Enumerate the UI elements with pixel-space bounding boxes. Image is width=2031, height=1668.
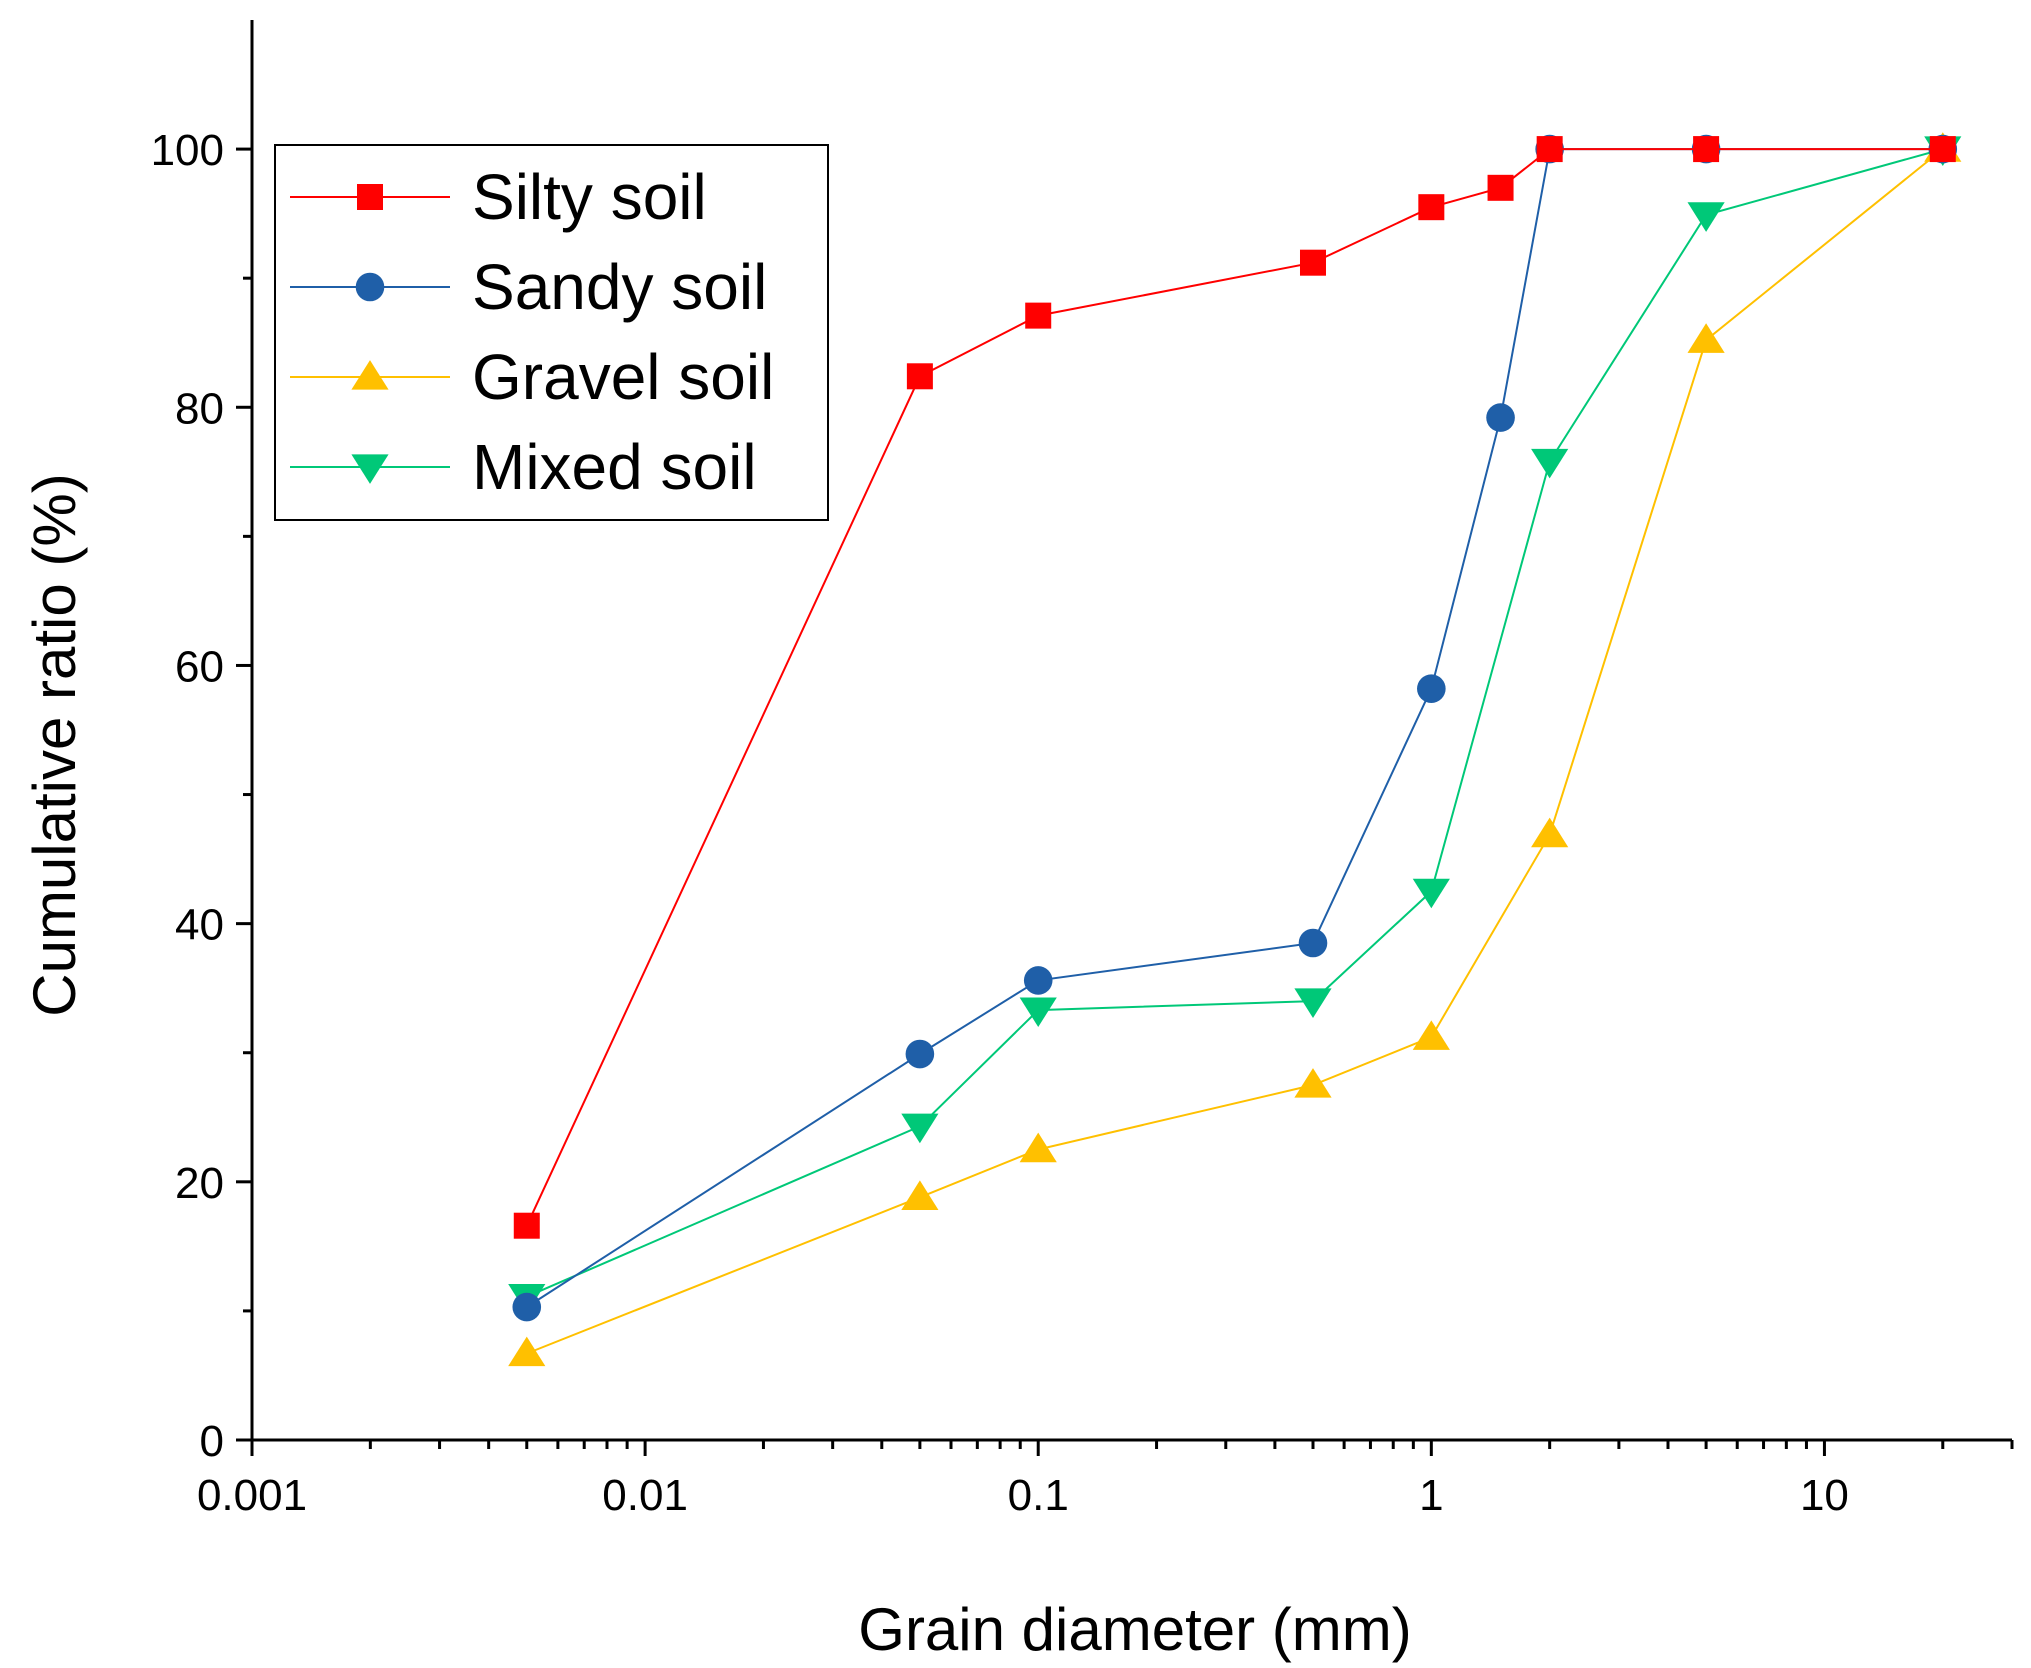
data-point (1025, 302, 1052, 329)
data-point (1298, 928, 1328, 958)
axes: 0 20 40 60 80 100 0.001 0.01 0.1 1 10 (151, 20, 2014, 1520)
legend-label: Mixed soil (472, 431, 757, 503)
series-line (526, 148, 1944, 1355)
legend-label: Silty soil (472, 161, 707, 233)
y-tick-label: 0 (200, 1417, 224, 1466)
x-tick-label: 0.1 (1008, 1471, 1069, 1520)
data-point (508, 1336, 546, 1367)
data-point (901, 1180, 939, 1210)
data-point (512, 1292, 542, 1322)
legend-marker (355, 272, 385, 302)
data-point (1929, 136, 1956, 163)
y-axis-title: Cumulative ratio (%) (21, 473, 88, 1017)
data-point (906, 363, 933, 390)
x-tick-label: 0.001 (197, 1471, 307, 1520)
legend-marker (351, 454, 389, 484)
legend: Silty soil Sandy soil Gravel soil Mixed soi… (274, 144, 829, 521)
data-point (513, 1212, 540, 1239)
legend-marker (351, 360, 389, 390)
data-point (905, 1039, 935, 1069)
legend-item: Silty soil (290, 161, 707, 233)
data-point (1531, 817, 1569, 848)
data-point (1294, 1068, 1332, 1098)
legend-label: Sandy soil (472, 251, 767, 323)
data-point (1693, 136, 1720, 163)
data-point (1412, 1020, 1450, 1050)
data-point (1418, 194, 1445, 221)
y-tick-label: 20 (175, 1159, 224, 1208)
legend-label: Gravel soil (472, 341, 774, 413)
data-point (1023, 966, 1053, 995)
y-tick-label: 60 (175, 642, 224, 691)
data-point (901, 1113, 939, 1144)
x-axis-title: Grain diameter (mm) (858, 1596, 1411, 1663)
series-line (526, 148, 1944, 1298)
y-tick-label: 80 (175, 384, 224, 433)
data-point (1019, 997, 1057, 1028)
legend-marker (357, 184, 383, 210)
y-tick-label: 40 (175, 901, 224, 950)
legend-item: Mixed soil (290, 431, 757, 503)
data-point (1412, 878, 1450, 909)
data-point (1536, 136, 1563, 163)
data-point (1299, 249, 1326, 276)
data-point (1486, 403, 1515, 432)
data-point (1487, 174, 1514, 201)
x-tick-label: 10 (1800, 1471, 1849, 1520)
data-point (1687, 323, 1725, 353)
y-tick-label: 100 (151, 126, 224, 175)
data-point (1687, 202, 1725, 232)
data-point (1417, 674, 1446, 703)
data-point (1531, 448, 1569, 479)
data-point (1294, 988, 1332, 1018)
legend-item: Sandy soil (290, 251, 767, 323)
data-point (1019, 1132, 1057, 1163)
series-group (508, 132, 1962, 1367)
series-silty-soil (513, 136, 1956, 1239)
legend-item: Gravel soil (290, 341, 774, 413)
x-tick-label: 0.01 (602, 1471, 688, 1520)
x-tick-label: 1 (1419, 1471, 1443, 1520)
